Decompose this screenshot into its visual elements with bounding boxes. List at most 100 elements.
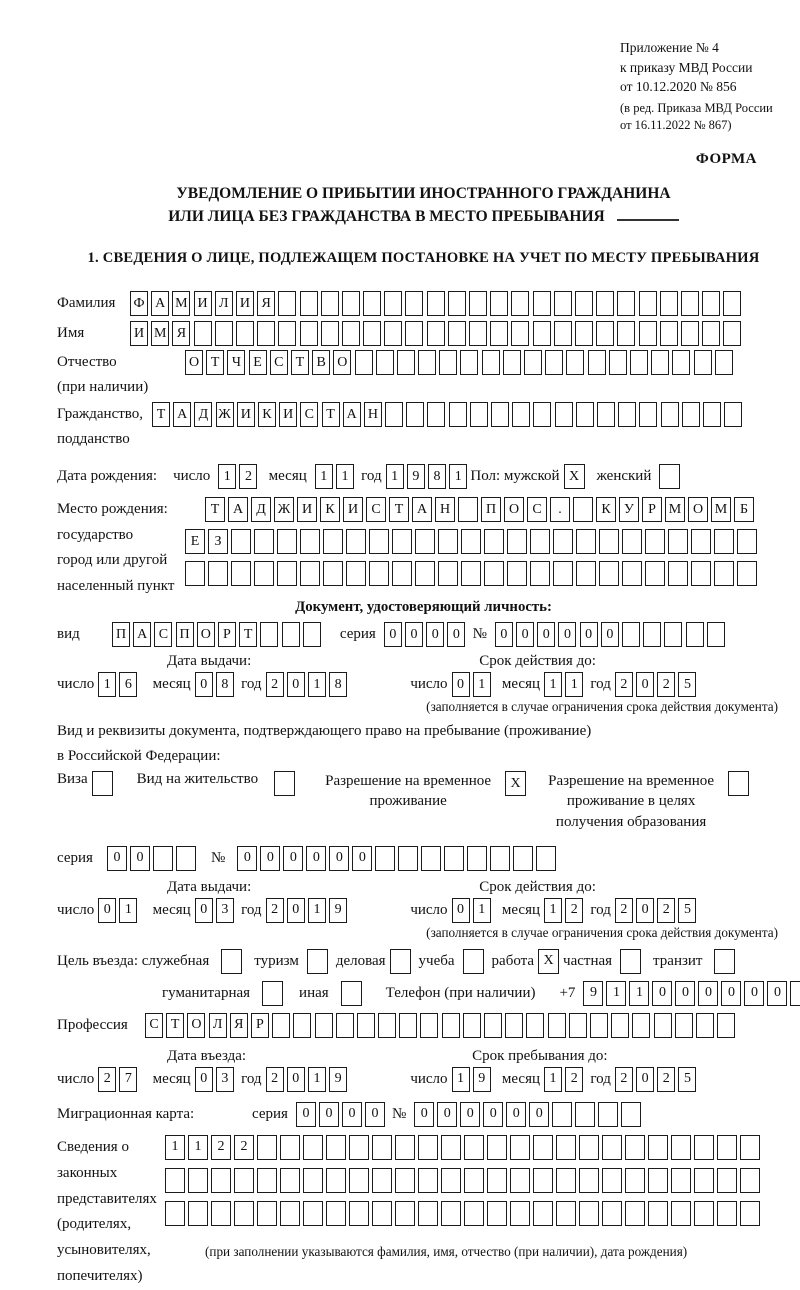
char-cell[interactable] [341,291,360,317]
char-cell[interactable] [702,291,721,317]
char-cell[interactable] [490,845,511,871]
char-cell[interactable] [349,1200,369,1226]
char-cell[interactable]: Я [229,1012,248,1038]
other-checkbox[interactable] [340,980,362,1006]
char-cell[interactable] [681,402,700,428]
tourism-checkbox[interactable] [306,948,328,974]
char-cell[interactable] [384,321,403,347]
char-cell[interactable] [691,561,711,587]
char-cell[interactable] [193,321,212,347]
char-cell[interactable] [596,402,615,428]
study-checkbox[interactable] [462,948,484,974]
char-cell[interactable]: 0 [483,1101,504,1127]
char-cell[interactable] [415,529,435,555]
char-cell[interactable] [575,1101,596,1127]
char-cell[interactable] [556,1134,576,1160]
rvp-edu-checkbox[interactable] [728,771,750,797]
char-cell[interactable] [740,1200,760,1226]
char-cell[interactable] [717,1134,737,1160]
char-cell[interactable]: 0 [98,897,117,923]
char-cell[interactable] [326,1200,346,1226]
char-cell[interactable]: 6 [119,672,138,698]
char-cell[interactable]: О [333,350,352,376]
char-cell[interactable]: И [279,402,298,428]
char-cell[interactable]: 1 [544,897,563,923]
char-cell[interactable]: Л [214,291,233,317]
char-cell[interactable]: 1 [307,897,326,923]
char-cell[interactable] [280,1134,300,1160]
char-cell[interactable] [552,1101,573,1127]
char-cell[interactable]: . [550,497,570,523]
char-cell[interactable] [648,1200,668,1226]
char-cell[interactable] [533,402,552,428]
char-cell[interactable]: 0 [579,622,598,648]
char-cell[interactable]: 0 [537,622,556,648]
char-cell[interactable] [231,529,251,555]
char-cell[interactable] [341,321,360,347]
char-cell[interactable]: Р [642,497,662,523]
char-cell[interactable]: 0 [451,672,470,698]
char-cell[interactable] [349,1134,369,1160]
char-cell[interactable] [532,321,551,347]
char-cell[interactable] [674,1012,693,1038]
char-cell[interactable] [648,1167,668,1193]
char-cell[interactable]: 1 [449,464,468,490]
char-cell[interactable] [723,291,742,317]
char-cell[interactable] [740,1167,760,1193]
char-cell[interactable] [576,561,596,587]
char-cell[interactable]: А [342,402,361,428]
char-cell[interactable]: 0 [194,1066,213,1092]
char-cell[interactable] [622,561,642,587]
char-cell[interactable] [533,1134,553,1160]
char-cell[interactable] [444,845,465,871]
char-cell[interactable] [691,529,711,555]
char-cell[interactable] [349,1167,369,1193]
char-cell[interactable]: К [320,497,340,523]
char-cell[interactable]: 0 [286,897,305,923]
char-cell[interactable] [589,1012,608,1038]
char-cell[interactable] [574,291,593,317]
char-cell[interactable] [384,291,403,317]
char-cell[interactable] [717,1012,736,1038]
char-cell[interactable] [579,1134,599,1160]
char-cell[interactable]: 1 [451,1066,470,1092]
char-cell[interactable]: 5 [678,1066,697,1092]
char-cell[interactable]: 0 [306,845,327,871]
char-cell[interactable]: 0 [698,980,719,1006]
char-cell[interactable]: 9 [472,1066,491,1092]
char-cell[interactable] [510,1167,530,1193]
char-cell[interactable] [533,1200,553,1226]
char-cell[interactable]: В [312,350,331,376]
char-cell[interactable]: 0 [352,845,373,871]
char-cell[interactable] [507,561,527,587]
char-cell[interactable] [254,529,274,555]
char-cell[interactable]: 0 [283,845,304,871]
char-cell[interactable] [458,497,478,523]
char-cell[interactable]: 3 [215,1066,234,1092]
char-cell[interactable] [464,1200,484,1226]
char-cell[interactable] [323,529,343,555]
char-cell[interactable] [469,402,488,428]
char-cell[interactable]: Т [321,402,340,428]
char-cell[interactable]: И [130,321,148,347]
char-cell[interactable] [622,622,640,648]
char-cell[interactable] [502,350,521,376]
char-cell[interactable]: Ж [274,497,294,523]
char-cell[interactable] [280,1167,300,1193]
char-cell[interactable]: 0 [318,1101,339,1127]
char-cell[interactable]: 2 [614,1066,633,1092]
char-cell[interactable] [372,1167,392,1193]
char-cell[interactable]: 1 [307,1066,326,1092]
char-cell[interactable]: 1 [188,1134,208,1160]
char-cell[interactable] [299,321,318,347]
char-cell[interactable]: Ж [215,402,234,428]
char-cell[interactable] [418,1200,438,1226]
char-cell[interactable]: П [112,622,130,648]
